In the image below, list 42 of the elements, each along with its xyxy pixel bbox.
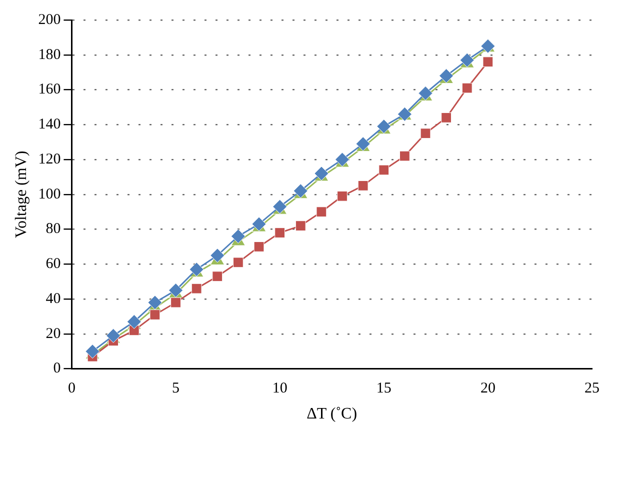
point xyxy=(232,257,244,268)
point xyxy=(191,283,202,294)
point xyxy=(316,206,327,218)
x-tick-label: 15 xyxy=(376,380,392,397)
point xyxy=(462,82,472,94)
point xyxy=(212,271,223,282)
y-tick-label: 80 xyxy=(46,221,61,238)
point xyxy=(170,297,181,308)
y-tick-label: 20 xyxy=(46,326,61,342)
x-tick-label: 10 xyxy=(272,380,288,397)
point xyxy=(441,112,452,123)
y-tick-label: 60 xyxy=(46,256,61,272)
y-tick-label: 160 xyxy=(38,82,61,98)
point xyxy=(420,128,431,139)
point xyxy=(337,190,348,202)
point xyxy=(254,242,264,252)
y-tick-label: 100 xyxy=(38,186,61,202)
point xyxy=(85,344,100,359)
point xyxy=(148,295,162,310)
point xyxy=(150,310,160,320)
y-tick-label: 0 xyxy=(53,360,61,377)
x-tick-label: 25 xyxy=(584,380,600,397)
point xyxy=(358,180,368,191)
x-tick-label: 5 xyxy=(172,380,180,397)
point xyxy=(295,220,306,231)
point xyxy=(482,56,494,68)
y-tick-label: 140 xyxy=(38,116,61,133)
y-axis-title: Voltage (mV) xyxy=(12,150,30,238)
x-tick-label: 0 xyxy=(68,380,76,397)
y-tick-label: 180 xyxy=(38,46,61,63)
point xyxy=(399,150,410,162)
point xyxy=(230,229,246,244)
y-tick-label: 200 xyxy=(38,12,61,28)
point xyxy=(106,328,121,343)
y-tick-label: 40 xyxy=(46,290,61,307)
y-tick-label: 120 xyxy=(38,151,61,168)
point xyxy=(210,248,225,263)
x-tick-label: 20 xyxy=(480,380,496,397)
point xyxy=(126,314,142,329)
x-axis-title: ΔT (˚C) xyxy=(306,406,358,423)
point xyxy=(274,228,286,238)
point xyxy=(378,164,390,176)
